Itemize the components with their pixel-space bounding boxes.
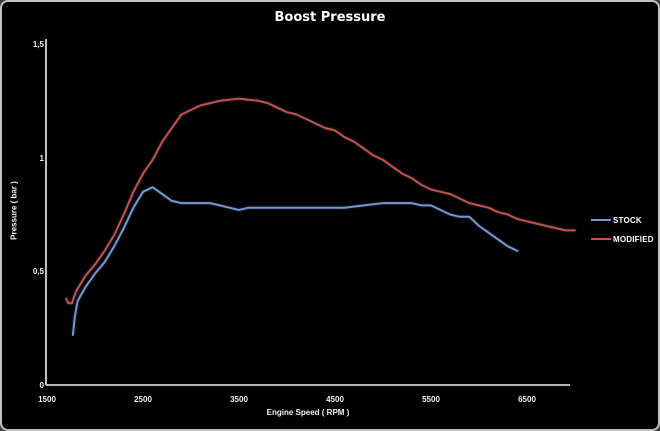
x-tick-label: 1500 <box>38 395 56 404</box>
modified-line-swatch <box>591 238 611 240</box>
y-axis-label: Pressure ( bar ) <box>9 181 19 240</box>
legend-item-modified: MODIFIED <box>591 233 654 245</box>
stock-line-swatch <box>591 219 611 221</box>
x-axis-label: Engine Speed ( RPM ) <box>266 408 350 417</box>
y-tick-label: 0 <box>39 381 44 390</box>
legend-label-modified: MODIFIED <box>613 234 654 244</box>
legend: STOCK MODIFIED <box>591 214 654 245</box>
y-tick-label: 1,5 <box>32 40 44 49</box>
x-tick-label: 3500 <box>230 395 248 404</box>
x-tick-label: 6500 <box>518 395 536 404</box>
stock-line <box>71 186 519 336</box>
chart-title: Boost Pressure <box>274 10 386 25</box>
legend-item-stock: STOCK <box>591 214 654 226</box>
legend-label-stock: STOCK <box>613 215 642 225</box>
y-tick-label: 1 <box>39 153 44 163</box>
series-lines <box>65 97 576 336</box>
x-tick-label: 4500 <box>326 395 344 404</box>
y-tick-label: 0,5 <box>32 267 44 277</box>
x-tick-label: 5500 <box>422 395 440 404</box>
modified-line <box>65 97 576 305</box>
x-tick-label: 2500 <box>134 395 152 404</box>
